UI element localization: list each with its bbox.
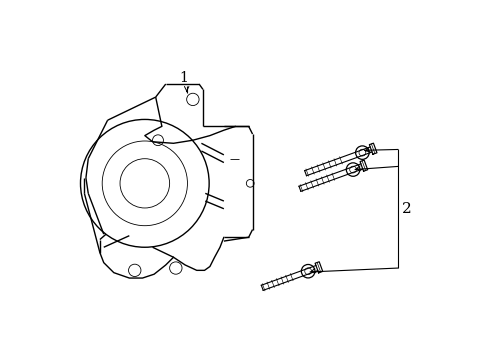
Text: 2: 2 — [401, 202, 411, 216]
Text: 1: 1 — [179, 71, 187, 85]
